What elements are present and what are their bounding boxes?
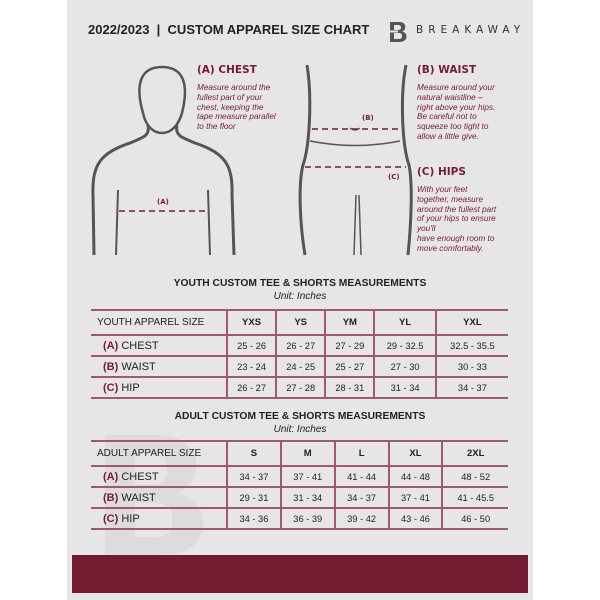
measurement-tag: (C) [103, 381, 119, 394]
size-value-cell: 34 - 37 [333, 486, 389, 509]
adult-size-table: ADULT APPAREL SIZE S M L XL 2XL (A) CHEST 34 - … [91, 440, 508, 530]
table-row: (A) CHEST 34 - 37 37 - 41 41 - 44 44 - 48 48 … [91, 465, 508, 488]
size-value-cell: 27 - 28 [275, 376, 326, 399]
size-value-cell: 24 - 25 [275, 355, 326, 378]
size-value-cell: 41 - 45.5 [441, 486, 508, 509]
size-value-cell: 34 - 37 [226, 465, 281, 488]
youth-table-title: YOUTH CUSTOM TEE & SHORTS MEASUREMENTS [173, 278, 427, 289]
size-value-cell: 29 - 32.5 [373, 334, 436, 357]
size-value-cell: 48 - 52 [441, 465, 508, 488]
body-measurement-illustration [91, 64, 413, 256]
table-header-row: YOUTH APPAREL SIZE YXS YS YM YL YXL [91, 309, 508, 336]
waist-description: Measure around your natural waistline – ri… [417, 83, 496, 141]
measurement-tag: (B) [103, 491, 119, 504]
adult-table-title: ADULT CUSTOM TEE & SHORTS MEASUREMENTS [174, 411, 426, 422]
measurement-name: HIP [121, 512, 140, 525]
measurement-name: HIP [121, 381, 140, 394]
size-column-header: M [279, 440, 335, 467]
measurement-label: (B) WAIST [91, 486, 227, 509]
hips-marker: (C) [388, 173, 400, 181]
measurement-tag: (C) [103, 512, 119, 525]
brand-name: BREAKAWAY [416, 24, 526, 36]
size-column-header: L [333, 440, 389, 467]
size-value-cell: 37 - 41 [279, 465, 335, 488]
size-value-cell: 29 - 31 [226, 486, 281, 509]
size-value-cell: 31 - 34 [373, 376, 436, 399]
size-value-cell: 27 - 30 [373, 355, 436, 378]
size-value-cell: 34 - 36 [226, 507, 281, 530]
size-column-header: YS [275, 309, 326, 336]
size-value-cell: 25 - 27 [324, 355, 375, 378]
chest-description: Measure around the fullest part of your ch… [197, 83, 276, 132]
size-value-cell: 36 - 39 [279, 507, 335, 530]
size-column-header: YXL [434, 309, 508, 336]
measurement-label: (C) HIP [91, 507, 227, 530]
waist-marker: (B) [362, 114, 374, 122]
size-column-header: S [226, 440, 281, 467]
adult-unit: Unit: Inches [273, 424, 327, 435]
size-value-cell: 27 - 29 [324, 334, 375, 357]
measurement-label: (A) CHEST [91, 465, 227, 488]
row-header-label: YOUTH APPAREL SIZE [91, 309, 227, 336]
measurement-tag: (A) [103, 339, 119, 352]
size-column-header: 2XL [441, 440, 508, 467]
chest-marker: (A) [157, 198, 169, 206]
measurement-name: WAIST [121, 360, 156, 373]
size-value-cell: 25 - 26 [225, 334, 277, 357]
footer-banner [72, 555, 528, 593]
size-value-cell: 28 - 31 [324, 376, 375, 399]
waist-heading: (B) WAIST [417, 64, 477, 76]
size-column-header: YL [373, 309, 436, 336]
table-row: (C) HIP 26 - 27 27 - 28 28 - 31 31 - 34 34 - … [91, 376, 508, 399]
chest-heading: (A) CHEST [197, 64, 257, 76]
measurement-name: WAIST [121, 491, 156, 504]
size-value-cell: 31 - 34 [279, 486, 335, 509]
size-value-cell: 23 - 24 [225, 355, 277, 378]
size-column-header: XL [387, 440, 443, 467]
page-title: 2022/2023 | CUSTOM APPAREL SIZE CHART [88, 22, 370, 37]
size-value-cell: 34 - 37 [434, 376, 508, 399]
measurement-tag: (A) [103, 470, 119, 483]
youth-unit: Unit: Inches [273, 291, 327, 302]
breakaway-logo-icon [384, 22, 407, 42]
measurement-name: CHEST [121, 339, 159, 352]
size-column-header: YM [324, 309, 375, 336]
measurement-label: (B) WAIST [91, 355, 227, 378]
table-row: (B) WAIST 29 - 31 31 - 34 34 - 37 37 - 41 41 … [91, 486, 508, 509]
size-value-cell: 26 - 27 [225, 376, 277, 399]
row-header-label: ADULT APPAREL SIZE [91, 440, 227, 467]
size-value-cell: 26 - 27 [275, 334, 326, 357]
size-value-cell: 46 - 50 [441, 507, 508, 530]
size-value-cell: 32.5 - 35.5 [434, 334, 508, 357]
table-header-row: ADULT APPAREL SIZE S M L XL 2XL [91, 440, 508, 467]
hips-heading: (C) HIPS [417, 166, 466, 178]
size-value-cell: 44 - 48 [387, 465, 443, 488]
measurement-name: CHEST [121, 470, 159, 483]
size-value-cell: 30 - 33 [434, 355, 508, 378]
measurement-label: (A) CHEST [91, 334, 227, 357]
size-value-cell: 37 - 41 [387, 486, 443, 509]
measurement-tag: (B) [103, 360, 119, 373]
hips-description: With your feet together, measure around th… [417, 185, 497, 253]
size-column-header: YXS [225, 309, 277, 336]
size-value-cell: 39 - 42 [333, 507, 389, 530]
table-row: (C) HIP 34 - 36 36 - 39 39 - 42 43 - 46 46 - … [91, 507, 508, 530]
table-row: (B) WAIST 23 - 24 24 - 25 25 - 27 27 - 30 30 … [91, 355, 508, 378]
measurement-label: (C) HIP [91, 376, 227, 399]
size-value-cell: 43 - 46 [387, 507, 443, 530]
size-value-cell: 41 - 44 [333, 465, 389, 488]
table-row: (A) CHEST 25 - 26 26 - 27 27 - 29 29 - 32.5 3… [91, 334, 508, 357]
youth-size-table: YOUTH APPAREL SIZE YXS YS YM YL YXL (A) CHEST 2… [91, 309, 508, 399]
